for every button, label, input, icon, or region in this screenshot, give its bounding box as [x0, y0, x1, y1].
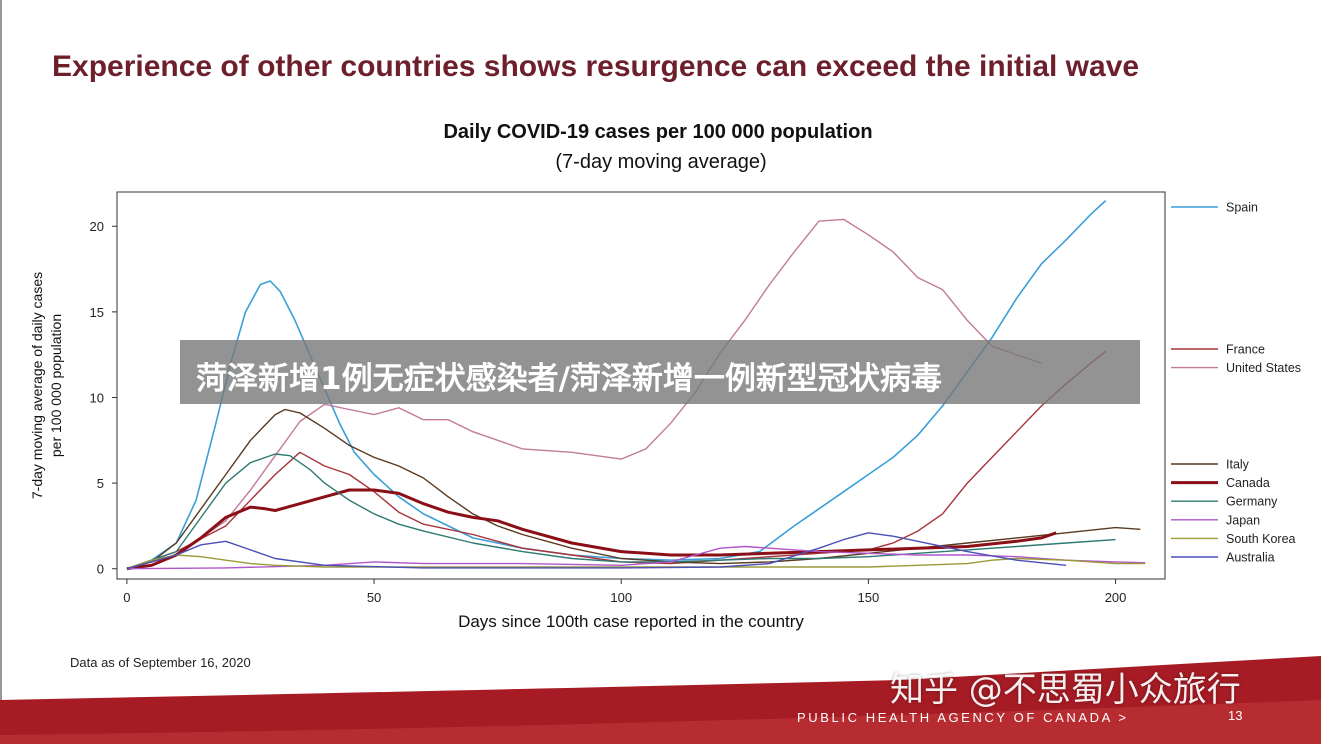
slide-title: Experience of other countries shows resu…: [52, 50, 1140, 83]
page-number: 13: [1228, 708, 1243, 723]
series-line-canada: [126, 488, 1057, 571]
footer-agency-name: PUBLIC HEALTH AGENCY OF CANADA >: [797, 710, 1129, 725]
legend-label: South Korea: [1226, 532, 1296, 546]
plot-frame: [116, 191, 1166, 580]
x-tick-label: 0: [123, 590, 130, 605]
series-line-australia: [126, 532, 1067, 570]
x-tick-label: 50: [367, 590, 381, 605]
x-tick-label: 150: [858, 590, 880, 605]
headline-banner: 菏泽新增1例无症状感染者/菏泽新增一例新型冠状病毒: [180, 340, 1140, 404]
watermark: 知乎 @不思蜀小众旅行: [890, 670, 1241, 710]
series-line-france: [126, 350, 1107, 570]
x-axis-label: Days since 100th case reported in the co…: [458, 612, 804, 631]
legend-label: Germany: [1226, 495, 1278, 509]
y-tick-label: 0: [97, 562, 104, 577]
chart-title: Daily COVID-19 cases per 100 000 populat…: [443, 121, 872, 143]
legend-label: Canada: [1226, 476, 1270, 490]
x-tick-label: 200: [1105, 590, 1127, 605]
legend-label: Japan: [1226, 513, 1260, 527]
y-tick-label: 10: [90, 390, 104, 405]
legend-label: Italy: [1226, 458, 1250, 472]
y-axis-label: per 100 000 population: [48, 314, 64, 457]
x-tick-label: 100: [610, 590, 632, 605]
legend: Spain France United States Italy Canada Germa…: [1171, 201, 1301, 565]
y-tick-label: 15: [90, 305, 104, 320]
series-line-united-states: [126, 218, 1042, 570]
y-axis-label: 7-day moving average of daily cases: [29, 272, 45, 499]
legend-label: France: [1226, 343, 1265, 357]
headline-text: 菏泽新增1例无症状感染者/菏泽新增一例新型冠状病毒: [196, 361, 942, 397]
y-tick-label: 20: [90, 219, 104, 234]
legend-label: Australia: [1226, 551, 1275, 565]
y-tick-label: 5: [97, 476, 104, 491]
legend-label: United States: [1226, 361, 1301, 375]
axes-layer: 0 50 100 150 200 0 5 10 15 20 Days since 100th cas…: [29, 191, 1166, 631]
legend-label: Spain: [1226, 201, 1258, 215]
footer-accent: [0, 700, 1321, 744]
data-note: Data as of September 16, 2020: [70, 655, 251, 670]
series-line-south-korea: [126, 554, 1146, 570]
series-line-japan: [126, 545, 1146, 570]
chart-subtitle: (7-day moving average): [555, 151, 766, 173]
